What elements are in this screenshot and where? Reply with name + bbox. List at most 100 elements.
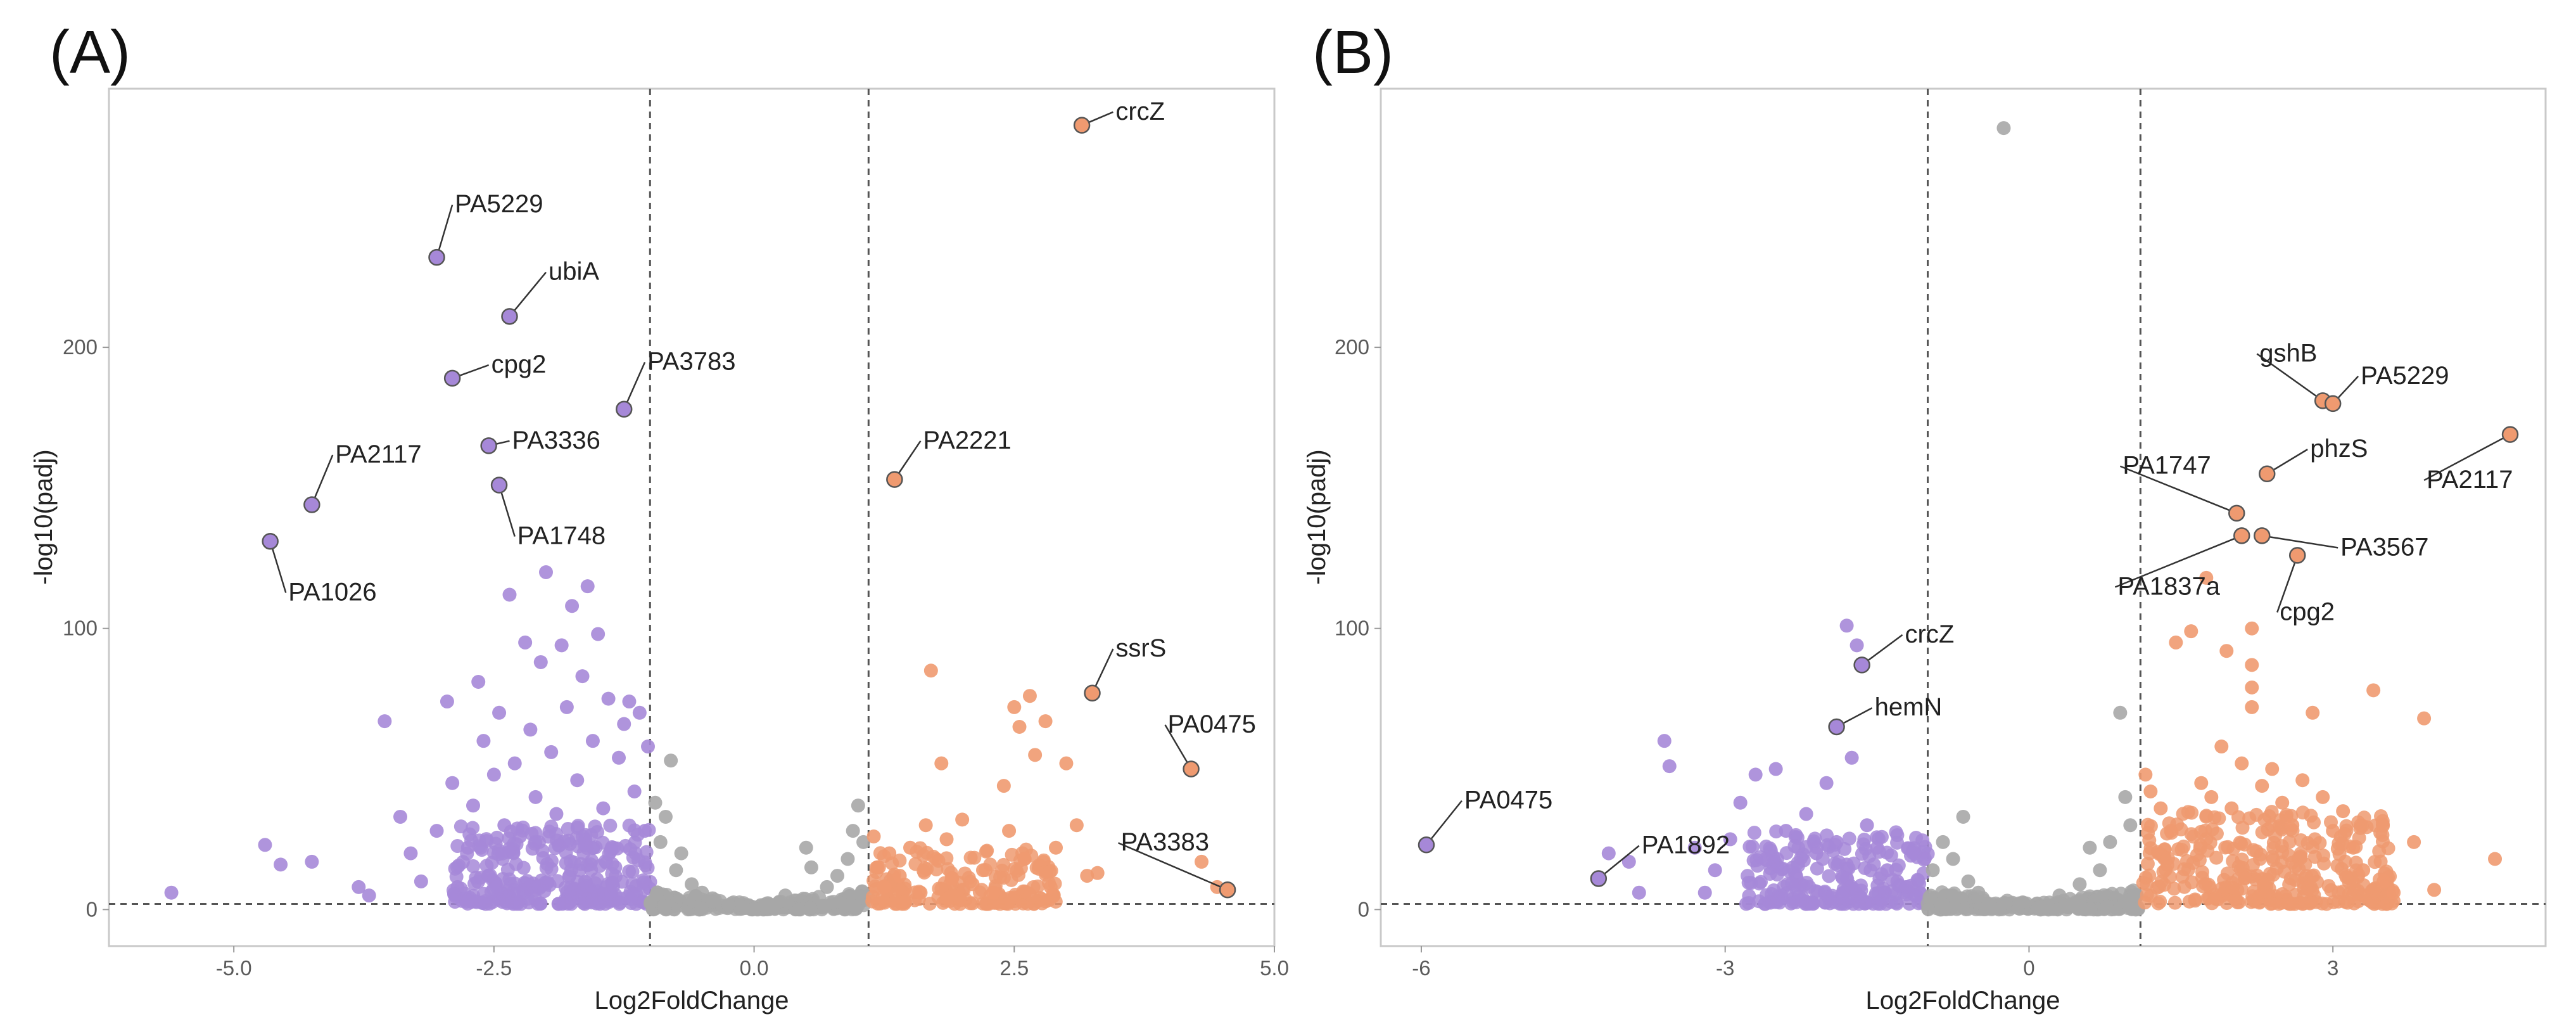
panel-a-gene-point bbox=[923, 663, 938, 678]
panel-a-gene-point bbox=[544, 854, 559, 868]
panel-a-gene-point bbox=[570, 773, 585, 788]
panel-a-gene-point bbox=[403, 846, 418, 861]
panel-b-gene-label-gshb: gshB bbox=[2259, 339, 2317, 367]
panel-a-gene-point bbox=[597, 888, 611, 902]
panel-b-gene-point bbox=[1855, 847, 1869, 861]
panel-b-gene-point bbox=[2292, 862, 2306, 876]
panel-b-gene-point bbox=[1860, 818, 1874, 833]
panel-b-gene-point bbox=[1854, 890, 1869, 905]
panel-b-gene-point bbox=[2159, 862, 2173, 877]
panel-a-gene-point bbox=[538, 876, 552, 890]
panel-a-gene-point bbox=[623, 885, 638, 899]
panel-a-highlighted-gene-point-ssrs bbox=[1084, 684, 1101, 702]
panel-b-gene-point bbox=[2297, 881, 2311, 896]
panel-a-gene-point bbox=[466, 821, 480, 835]
panel-b-gene-point bbox=[1789, 869, 1803, 883]
panel-b-gene-point bbox=[2255, 779, 2269, 793]
panel-a-gene-point bbox=[658, 809, 673, 824]
panel-b-gene-point bbox=[1997, 895, 2012, 910]
panel-b-gene-point bbox=[2199, 570, 2214, 585]
panel-b-gene-point bbox=[2160, 851, 2175, 866]
panel-b-gene-point bbox=[2285, 818, 2300, 833]
panel-b-gene-point bbox=[1747, 826, 1761, 840]
panel-a-gene-point bbox=[592, 859, 607, 873]
panel-b-gene-point bbox=[2346, 840, 2361, 855]
panel-a-gene-point bbox=[393, 809, 407, 824]
panel-a-gene-point bbox=[588, 876, 602, 890]
panel-b-gene-point bbox=[1818, 895, 1832, 910]
panel-a-gene-point bbox=[518, 635, 533, 650]
panel-a-gene-point bbox=[866, 829, 881, 843]
panel-a-gene-point bbox=[988, 869, 1003, 884]
panel-a-gene-point bbox=[506, 845, 521, 859]
panel-b-gene-point bbox=[2427, 883, 2442, 897]
panel-a-gene-label-pa2221: PA2221 bbox=[923, 426, 1011, 454]
panel-a-gene-point bbox=[497, 818, 512, 833]
panel-b-highlighted-gene-point-pa1837a bbox=[2233, 527, 2250, 544]
panel-a-gene-point bbox=[500, 862, 515, 877]
panel-a-gene-label-pa0475: PA0475 bbox=[1168, 710, 1256, 738]
panel-b-gene-point bbox=[2198, 823, 2212, 838]
panel-b-gene-point bbox=[2174, 822, 2188, 836]
panel-a-highlighted-gene-point-pa3783 bbox=[615, 400, 633, 418]
panel-a-gene-point bbox=[503, 876, 517, 891]
panel-b-gene-label-crcz: crcZ bbox=[1905, 620, 1955, 648]
panel-b-gene-point bbox=[2367, 897, 2382, 911]
panel-a-leader-line-pa2117 bbox=[311, 454, 334, 506]
panel-b-gene-point bbox=[2105, 887, 2119, 901]
panel-a-gene-point bbox=[575, 669, 590, 684]
panel-b-x-tick-label: 0 bbox=[2023, 956, 2034, 980]
panel-b-highlighted-gene-point-crcz bbox=[1853, 656, 1870, 674]
panel-a-gene-point bbox=[549, 807, 564, 821]
panel-a-gene-point bbox=[585, 734, 600, 748]
panel-a-gene-point bbox=[1038, 714, 1053, 729]
panel-b-highlighted-gene-point-pa0475 bbox=[1418, 836, 1435, 854]
panel-a-gene-point bbox=[164, 885, 179, 900]
panel-a-gene-point bbox=[955, 812, 970, 827]
panel-b-gene-point bbox=[2140, 817, 2155, 832]
panel-a-leader-line-pa1026 bbox=[269, 541, 287, 593]
panel-b-gene-point bbox=[1775, 861, 1790, 876]
panel-a-gene-point bbox=[305, 854, 319, 869]
panel-b-gene-point bbox=[2256, 878, 2271, 892]
panel-b-gene-point bbox=[2309, 895, 2323, 909]
panel-a-gene-point bbox=[839, 898, 854, 913]
panel-a-gene-point bbox=[554, 638, 569, 653]
panel-b-gene-point bbox=[2103, 835, 2117, 849]
panel-a-leader-line-ubia bbox=[509, 271, 547, 317]
panel-b-gene-point bbox=[2235, 756, 2249, 771]
panel-b-leader-line-pa2117 bbox=[2423, 433, 2511, 482]
panel-a-gene-point bbox=[1002, 824, 1017, 838]
panel-b-gene-point bbox=[1752, 876, 1767, 891]
panel-a-gene-point bbox=[471, 675, 486, 689]
panel-b-gene-point bbox=[1657, 734, 1672, 748]
panel-b-gene-point bbox=[2083, 840, 2097, 855]
panel-b-gene-point bbox=[2488, 852, 2503, 866]
panel-b-gene-point bbox=[1956, 809, 1970, 824]
panel-b-gene-point bbox=[2233, 835, 2247, 850]
panel-b-highlighted-gene-point-pa1747 bbox=[2228, 504, 2245, 522]
panel-b-gene-point bbox=[2113, 705, 2128, 720]
panel-b-highlighted-gene-point-pa3567 bbox=[2253, 527, 2271, 544]
panel-a-gene-point bbox=[761, 897, 776, 911]
panel-b-gene-point bbox=[2169, 635, 2183, 650]
panel-a-x-tick-label: -2.5 bbox=[476, 956, 512, 980]
panel-a-highlighted-gene-point-crcz bbox=[1073, 117, 1091, 134]
panel-a-gene-point bbox=[516, 861, 531, 875]
panel-a-gene-point bbox=[1005, 847, 1019, 862]
panel-a-gene-point bbox=[830, 869, 844, 883]
panel-a-x-tick-label: -5.0 bbox=[216, 956, 252, 980]
panel-a-gene-point bbox=[512, 829, 527, 843]
panel-b-plot-frame bbox=[1380, 87, 2547, 947]
panel-a-gene-point bbox=[1069, 818, 1084, 833]
panel-b-gene-point bbox=[2282, 877, 2297, 892]
panel-b-gene-point bbox=[2295, 805, 2310, 820]
panel-b-gene-point bbox=[2245, 621, 2259, 636]
panel-a-gene-point bbox=[1049, 840, 1063, 855]
panel-b-y-tick-label: 0 bbox=[1358, 897, 1369, 921]
panel-b-gene-point bbox=[1741, 895, 1756, 910]
panel-b-gene-point bbox=[2224, 801, 2239, 816]
panel-a: (A) crcZ PA5229 ubiA cpg2 PA3783 PA3336 PA2117… bbox=[30, 18, 1289, 1015]
panel-a-gene-label-pa1026: PA1026 bbox=[288, 578, 376, 606]
